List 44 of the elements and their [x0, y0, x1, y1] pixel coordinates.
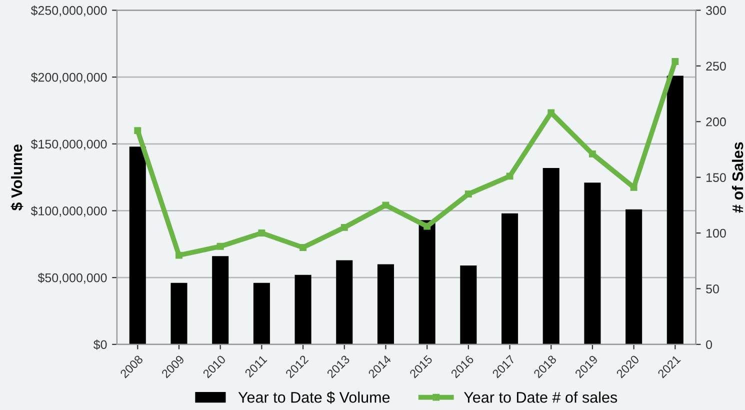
- y2-axis-title: # of Sales: [732, 142, 744, 213]
- point: [424, 222, 431, 230]
- y2-tick-label: 50: [706, 284, 719, 294]
- y-tick-label: $250,000,000: [30, 6, 107, 16]
- bar: [212, 256, 229, 344]
- point: [382, 202, 390, 209]
- point: [176, 252, 182, 259]
- bar: [129, 146, 146, 344]
- bar: [460, 266, 477, 344]
- point: [340, 224, 348, 231]
- bar: [170, 282, 188, 344]
- y-tick-label: $150,000,000: [30, 139, 107, 150]
- point: [588, 150, 596, 158]
- point: [216, 242, 224, 250]
- bar: [542, 168, 560, 344]
- point: [506, 172, 514, 180]
- y2-tick-label: 300: [706, 6, 726, 15]
- y2-tick-label: 0: [706, 340, 712, 350]
- bar: [253, 282, 270, 344]
- bar: [584, 182, 601, 344]
- y-axis-title: $ Volume: [10, 144, 24, 211]
- bar: [336, 260, 353, 344]
- point: [300, 244, 306, 251]
- legend-label: Year to Date $ Volume: [238, 391, 390, 404]
- point: [258, 230, 266, 236]
- bar: [501, 213, 518, 344]
- point: [464, 190, 472, 198]
- bar: [626, 209, 642, 344]
- y2-tick-label: 100: [706, 228, 726, 238]
- y2-tick-label: 250: [706, 62, 726, 71]
- point: [630, 184, 638, 191]
- y-tick-label: $0: [93, 340, 107, 350]
- y2-tick-label: 200: [706, 117, 726, 126]
- bar: [666, 76, 684, 344]
- point: [134, 127, 142, 134]
- bar: [377, 264, 394, 344]
- point: [672, 58, 679, 65]
- y-tick-label: $200,000,000: [30, 72, 107, 84]
- y-tick-label: $100,000,000: [30, 206, 107, 217]
- bar: [418, 220, 436, 344]
- legend-label: Year to Date # of sales: [464, 392, 618, 403]
- y2-tick-label: 150: [706, 173, 726, 182]
- y-tick-label: $50,000,000: [38, 272, 107, 284]
- bar: [294, 274, 312, 344]
